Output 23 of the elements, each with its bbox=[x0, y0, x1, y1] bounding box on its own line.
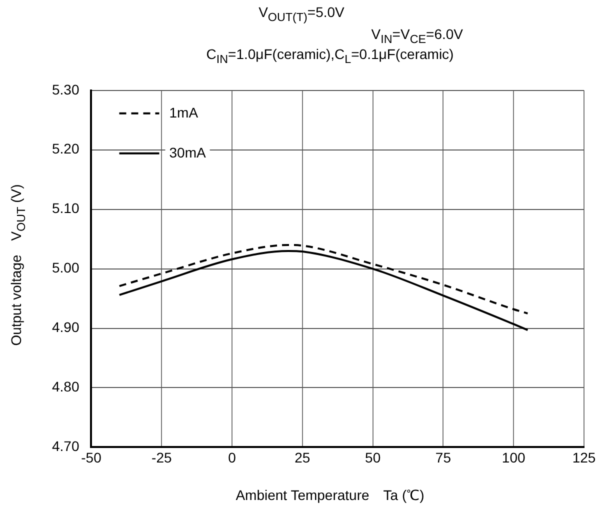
x-axis-title: Ambient Temperature Ta (℃) bbox=[234, 487, 426, 505]
x-tick-label: 100 bbox=[502, 449, 526, 466]
y-tick-label: 5.30 bbox=[52, 81, 80, 98]
x-tick-label: 75 bbox=[435, 449, 452, 466]
y-tick-label: 4.80 bbox=[52, 378, 80, 395]
x-tick-label: 50 bbox=[365, 449, 381, 466]
x-tick-label: 0 bbox=[228, 449, 236, 466]
y-tick-label: 5.10 bbox=[52, 200, 80, 216]
legend-label: 1mA bbox=[169, 104, 199, 120]
x-tick-label: -50 bbox=[81, 449, 102, 466]
line-series bbox=[118, 250, 529, 332]
y-tick-label: 5.20 bbox=[52, 140, 80, 157]
x-tick-label: -25 bbox=[152, 449, 172, 466]
text: C$_{IN}$=1.0μF(ceramic),C$_{L}$=0.1μF(ceramic) bbox=[205, 46, 455, 66]
x-tick-label: 125 bbox=[572, 449, 596, 466]
chart-subtitle: V$_{IN}$=V$_{CE}$=6.0V bbox=[371, 26, 463, 46]
line-series bbox=[118, 244, 529, 314]
y-tick-label: 4.70 bbox=[52, 438, 80, 454]
chart-title: V$_{OUT(T)}$=5.0V bbox=[258, 4, 346, 24]
y-tick-label: 4.90 bbox=[52, 319, 80, 336]
y-tick-label: 5.00 bbox=[52, 260, 80, 276]
legend-label: 30mA bbox=[169, 144, 206, 160]
x-tick-label: 25 bbox=[294, 449, 310, 466]
